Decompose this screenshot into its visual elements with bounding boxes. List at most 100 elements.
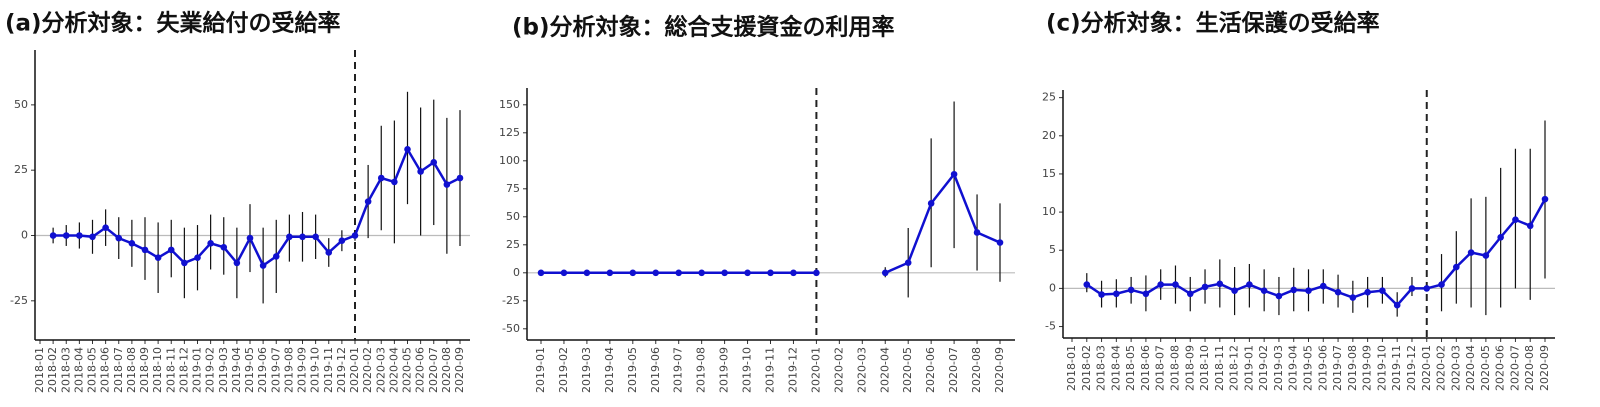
point bbox=[1083, 281, 1091, 288]
y-tick-label: 25 bbox=[14, 163, 28, 176]
x-tick-label: 2018-09 bbox=[138, 347, 151, 393]
x-tick-label: 2020-01 bbox=[1420, 345, 1433, 391]
point bbox=[443, 181, 451, 188]
x-tick-label: 2020-05 bbox=[401, 347, 414, 393]
x-tick-label: 2020-07 bbox=[947, 347, 960, 393]
x-tick-label: 2018-07 bbox=[112, 347, 125, 393]
x-tick-label: 2019-05 bbox=[1302, 345, 1315, 391]
point bbox=[207, 240, 214, 247]
x-tick-label: 2020-04 bbox=[878, 347, 891, 393]
x-tick-label: 2019-07 bbox=[269, 347, 282, 393]
y-tick-label: 25 bbox=[506, 238, 520, 251]
point bbox=[417, 168, 424, 175]
point bbox=[1453, 263, 1460, 271]
y-tick-label: 20 bbox=[1042, 129, 1056, 142]
point bbox=[377, 174, 385, 182]
x-tick-label: 2020-06 bbox=[414, 347, 427, 393]
y-tick-label: 125 bbox=[499, 126, 520, 139]
x-tick-label: 2018-09 bbox=[1183, 345, 1196, 391]
x-tick-label: 2020-09 bbox=[993, 347, 1006, 393]
x-tick-label: 2020-04 bbox=[387, 347, 400, 393]
x-tick-label: 2020-01 bbox=[809, 347, 822, 393]
point bbox=[167, 246, 175, 254]
point bbox=[1438, 281, 1445, 288]
x-tick-label: 2020-02 bbox=[1435, 345, 1448, 391]
point bbox=[1260, 287, 1268, 294]
y-tick-label: 75 bbox=[506, 182, 520, 195]
x-tick-label: 2019-04 bbox=[230, 347, 243, 393]
point bbox=[1423, 285, 1431, 292]
point bbox=[272, 253, 280, 260]
point bbox=[606, 269, 614, 277]
point bbox=[1364, 288, 1371, 296]
point bbox=[102, 224, 109, 231]
x-tick-label: 2018-08 bbox=[1168, 345, 1181, 391]
point bbox=[904, 259, 912, 267]
x-tick-label: 2020-02 bbox=[361, 347, 374, 393]
point bbox=[1290, 286, 1298, 294]
point bbox=[430, 159, 438, 166]
x-tick-label: 2019-07 bbox=[672, 347, 685, 393]
x-tick-label: 2020-07 bbox=[1508, 345, 1521, 391]
point bbox=[652, 269, 660, 277]
point bbox=[1497, 233, 1504, 241]
point bbox=[456, 174, 464, 182]
x-tick-label: 2019-09 bbox=[718, 347, 731, 393]
x-tick-label: 2020-08 bbox=[970, 347, 983, 393]
y-tick-label: 10 bbox=[1042, 205, 1056, 218]
x-tick-label: 2019-03 bbox=[580, 347, 593, 393]
y-tick-label: 15 bbox=[1042, 167, 1056, 180]
x-tick-label: 2019-08 bbox=[1346, 345, 1359, 391]
y-tick-label: -5 bbox=[1045, 320, 1056, 333]
point bbox=[767, 269, 774, 277]
point bbox=[154, 254, 162, 262]
point bbox=[1526, 222, 1534, 230]
x-tick-label: 2020-02 bbox=[832, 347, 845, 393]
x-tick-label: 2019-08 bbox=[282, 347, 295, 393]
x-tick-label: 2019-03 bbox=[1272, 345, 1285, 391]
point bbox=[1246, 281, 1253, 288]
x-tick-label: 2019-05 bbox=[626, 347, 639, 393]
point bbox=[49, 232, 57, 239]
panel-title: (b)分析対象：総合支援資金の利用率 bbox=[512, 14, 895, 41]
x-tick-label: 2018-04 bbox=[1109, 345, 1122, 391]
y-tick-label: 100 bbox=[499, 154, 520, 167]
x-tick-label: 2019-02 bbox=[204, 347, 217, 393]
x-tick-label: 2018-07 bbox=[1154, 345, 1167, 391]
x-tick-label: 2018-10 bbox=[151, 347, 164, 393]
x-tick-label: 2018-12 bbox=[177, 347, 190, 393]
x-tick-label: 2019-06 bbox=[649, 347, 662, 393]
x-tick-label: 2018-06 bbox=[1139, 345, 1152, 391]
x-tick-label: 2018-02 bbox=[46, 347, 59, 393]
x-tick-label: 2018-01 bbox=[33, 347, 46, 393]
point bbox=[721, 269, 728, 277]
x-tick-label: 2018-06 bbox=[99, 347, 112, 393]
series-line bbox=[1086, 198, 1547, 308]
x-tick-label: 2020-08 bbox=[440, 347, 453, 393]
point bbox=[1482, 252, 1490, 259]
x-tick-label: 2020-03 bbox=[374, 347, 387, 393]
point bbox=[312, 233, 319, 241]
point bbox=[115, 234, 123, 242]
x-tick-label: 2019-03 bbox=[217, 347, 230, 393]
x-tick-label: 2019-02 bbox=[557, 347, 570, 393]
x-tick-label: 2019-10 bbox=[309, 347, 322, 393]
y-tick-label: 50 bbox=[506, 210, 520, 223]
x-tick-label: 2020-09 bbox=[1538, 345, 1551, 391]
series-line bbox=[53, 146, 461, 268]
y-tick-label: 0 bbox=[21, 228, 28, 241]
x-tick-label: 2018-11 bbox=[1213, 345, 1226, 391]
x-tick-label: 2020-01 bbox=[348, 347, 361, 393]
point bbox=[299, 233, 306, 241]
point bbox=[996, 239, 1004, 246]
x-tick-label: 2019-04 bbox=[603, 347, 616, 393]
point bbox=[141, 246, 149, 254]
x-tick-label: 2018-04 bbox=[72, 347, 85, 393]
x-tick-label: 2020-06 bbox=[924, 347, 937, 393]
point bbox=[1231, 287, 1238, 294]
point bbox=[1142, 290, 1150, 298]
point bbox=[927, 200, 935, 207]
point bbox=[246, 234, 254, 242]
x-tick-label: 2018-11 bbox=[164, 347, 177, 393]
